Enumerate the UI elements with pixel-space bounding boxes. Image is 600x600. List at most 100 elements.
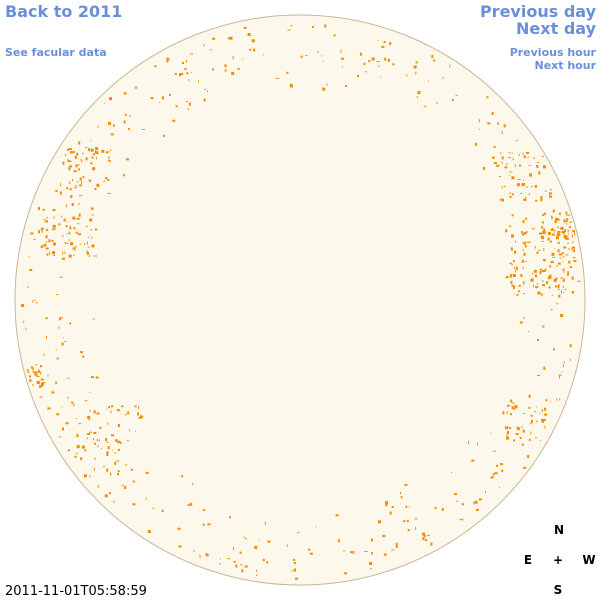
facula	[530, 185, 533, 187]
facula	[564, 288, 567, 290]
facula	[141, 129, 145, 130]
facula	[560, 290, 562, 294]
facula	[40, 378, 44, 381]
facula	[95, 376, 99, 379]
facula	[90, 162, 93, 165]
facula	[64, 341, 67, 343]
facula	[535, 274, 537, 278]
facula	[562, 256, 565, 258]
facula	[66, 221, 68, 223]
facula	[108, 160, 111, 162]
facula	[219, 563, 222, 565]
facula	[557, 262, 561, 265]
facula	[116, 460, 120, 462]
facula	[80, 457, 83, 461]
facula	[544, 425, 546, 429]
facula	[508, 405, 511, 407]
facula	[45, 247, 49, 250]
facula	[514, 405, 518, 409]
facula	[550, 189, 553, 191]
facula	[549, 274, 552, 277]
facula	[519, 436, 522, 439]
previous-day-link[interactable]: Previous day	[480, 2, 597, 21]
facula	[455, 500, 458, 502]
facula	[177, 527, 181, 530]
facula	[368, 60, 371, 63]
facula	[117, 424, 120, 427]
facula	[544, 190, 547, 192]
facula	[48, 239, 51, 243]
facula	[495, 464, 498, 467]
next-hour-link[interactable]: Next hour	[535, 59, 597, 72]
facula	[559, 375, 560, 379]
facula	[106, 441, 109, 443]
facula	[233, 547, 235, 550]
facula	[541, 408, 543, 412]
facula	[56, 357, 59, 360]
facula	[126, 440, 129, 442]
facula	[140, 415, 143, 419]
facula	[267, 540, 271, 543]
facula	[290, 25, 293, 27]
facula	[518, 164, 521, 167]
facula	[78, 184, 81, 186]
facula	[442, 76, 444, 79]
facula	[486, 96, 489, 99]
facula	[56, 413, 60, 416]
facula	[36, 381, 40, 384]
facula	[415, 73, 417, 75]
previous-hour-link[interactable]: Previous hour	[510, 46, 597, 59]
facula	[42, 208, 45, 211]
facula	[417, 91, 421, 95]
facula	[75, 185, 77, 188]
facula	[571, 276, 574, 280]
facula	[547, 237, 550, 241]
facula	[490, 476, 494, 479]
facula	[416, 96, 418, 99]
facula	[29, 375, 31, 378]
facula	[104, 494, 108, 498]
facula	[70, 242, 74, 246]
facula	[548, 286, 551, 289]
facula	[113, 500, 115, 503]
facula	[569, 344, 572, 348]
facula	[560, 277, 564, 279]
facula	[562, 364, 564, 368]
facula	[491, 156, 495, 159]
facula	[521, 183, 525, 186]
facula	[556, 236, 559, 240]
facula	[369, 562, 373, 565]
facula	[199, 554, 201, 558]
facula	[56, 294, 59, 295]
facula	[571, 247, 573, 251]
facula	[108, 156, 110, 160]
facula	[510, 274, 513, 275]
facula	[62, 257, 65, 260]
facula	[539, 268, 542, 271]
next-day-link[interactable]: Next day	[516, 19, 597, 38]
facula	[124, 414, 127, 416]
facula	[540, 293, 543, 296]
facula	[385, 503, 388, 507]
facular-data-link[interactable]: See facular data	[5, 46, 107, 59]
facula	[552, 256, 556, 258]
facula	[90, 229, 93, 231]
facula	[523, 232, 527, 235]
facula	[554, 229, 556, 233]
facula	[565, 237, 569, 240]
facula	[190, 53, 194, 55]
facula	[533, 269, 537, 273]
compass-north: N	[554, 523, 564, 537]
facula	[514, 270, 516, 273]
facula	[413, 65, 417, 69]
facula	[69, 225, 71, 228]
facula	[405, 505, 408, 508]
facula	[558, 374, 562, 376]
facula	[540, 198, 543, 202]
back-year-link[interactable]: Back to 2011	[5, 2, 122, 21]
facula	[406, 74, 408, 77]
facula	[227, 558, 231, 560]
facula	[91, 214, 94, 216]
facula	[542, 213, 545, 216]
facula	[539, 232, 542, 235]
